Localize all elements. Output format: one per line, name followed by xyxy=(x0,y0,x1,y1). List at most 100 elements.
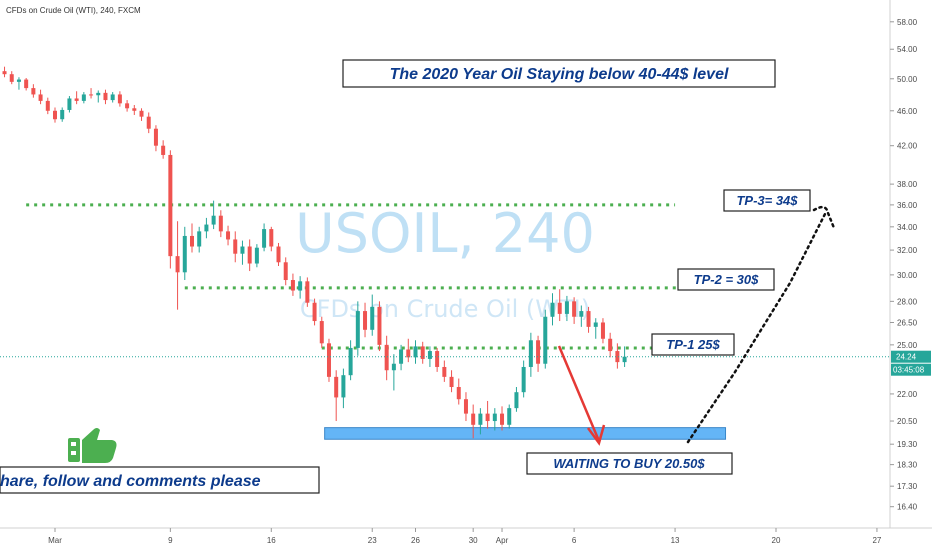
candle xyxy=(442,360,447,382)
candle xyxy=(254,244,259,268)
candle xyxy=(564,295,569,322)
candle-body xyxy=(485,413,490,422)
candle xyxy=(514,387,519,412)
candle-body xyxy=(276,246,281,263)
candle xyxy=(31,84,36,98)
candle xyxy=(608,332,613,358)
candle-body xyxy=(435,351,440,367)
tp3-text: TP-3= 34$ xyxy=(736,193,798,208)
time-tick-label: Apr xyxy=(496,536,509,545)
candle xyxy=(218,210,223,238)
candle xyxy=(60,107,65,122)
candle-body xyxy=(406,349,411,358)
candle xyxy=(45,97,50,115)
candle-body xyxy=(74,98,79,101)
candle xyxy=(226,225,231,246)
candle xyxy=(298,276,303,299)
candle-body xyxy=(132,108,137,111)
candle xyxy=(355,301,360,356)
candle-body xyxy=(161,145,166,155)
footer-cta-text: hare, follow and comments please xyxy=(0,473,261,490)
time-tick-label: 30 xyxy=(469,536,478,545)
price-tick-label: 32.00 xyxy=(897,246,918,255)
candle xyxy=(319,316,324,348)
candle xyxy=(485,400,490,429)
candle-body xyxy=(399,349,404,364)
candle xyxy=(2,66,7,78)
time-tick-label: 23 xyxy=(368,536,377,545)
candle-body xyxy=(110,94,115,101)
candle xyxy=(262,223,267,252)
time-tick-label: 16 xyxy=(267,536,276,545)
candle xyxy=(492,408,497,431)
candle-body xyxy=(31,88,36,95)
price-tick-label: 18.30 xyxy=(897,461,918,470)
buy-label-text: WAITING TO BUY 20.50$ xyxy=(553,456,705,471)
candle xyxy=(38,89,43,105)
candle-body xyxy=(211,215,216,225)
candle xyxy=(572,297,577,324)
projection-hook xyxy=(812,205,836,230)
candle-body xyxy=(254,247,259,264)
candle xyxy=(197,226,202,253)
candle xyxy=(478,408,483,435)
candles-layer xyxy=(2,66,627,439)
candle-body xyxy=(319,321,324,344)
candle-body xyxy=(89,94,94,96)
candle xyxy=(89,88,94,99)
headline-box: The 2020 Year Oil Staying below 40-44$ l… xyxy=(342,59,776,88)
time-tick-label: 26 xyxy=(411,536,420,545)
candle-body xyxy=(290,280,295,291)
buy-label-box: WAITING TO BUY 20.50$ xyxy=(526,452,733,475)
candle xyxy=(283,257,288,286)
candle xyxy=(16,77,21,90)
candle-body xyxy=(427,351,432,359)
candle-body xyxy=(514,392,519,409)
candle xyxy=(550,293,555,326)
candle-body xyxy=(449,376,454,388)
last-price-value: 24.24 xyxy=(896,353,917,362)
buy-zone-layer xyxy=(324,427,727,440)
down-arrow-shaft xyxy=(557,345,601,442)
candle-body xyxy=(507,408,512,425)
candle xyxy=(139,108,144,121)
candle-body xyxy=(60,109,65,120)
candle xyxy=(189,223,194,253)
candle-body xyxy=(182,235,187,273)
candle xyxy=(536,335,541,372)
candle xyxy=(81,92,86,104)
headline-text: The 2020 Year Oil Staying below 40-44$ l… xyxy=(390,66,729,83)
candle xyxy=(153,125,158,152)
candle-body xyxy=(168,154,173,257)
candle-body xyxy=(2,71,7,75)
candle-body xyxy=(377,306,382,345)
candle xyxy=(276,242,281,267)
projection-dotted-line xyxy=(686,210,828,444)
candle-body xyxy=(117,94,122,104)
candle xyxy=(67,96,72,113)
price-tick-label: 20.50 xyxy=(897,417,918,426)
candle-body xyxy=(622,356,627,363)
time-tick-label: 27 xyxy=(872,536,881,545)
tp3-box: TP-3= 34$ xyxy=(723,189,811,212)
candle-body xyxy=(226,231,231,240)
candle-body xyxy=(456,387,461,400)
price-tick-label: 46.00 xyxy=(897,107,918,116)
countdown-tag xyxy=(891,363,931,376)
footer-cta-box: hare, follow and comments please xyxy=(0,466,320,494)
price-tick-label: 54.00 xyxy=(897,45,918,54)
time-tick-label: 6 xyxy=(572,536,577,545)
down-arrow-head xyxy=(586,424,606,446)
candle-body xyxy=(103,92,108,101)
candle xyxy=(334,370,339,422)
candle-body xyxy=(615,351,620,363)
candle xyxy=(579,305,584,327)
candle-body xyxy=(420,346,425,359)
price-tick-label: 36.00 xyxy=(897,201,918,210)
candle xyxy=(615,343,620,369)
candle xyxy=(9,71,14,85)
candle-body xyxy=(463,399,468,414)
down-arrow xyxy=(557,345,606,446)
candle-body xyxy=(550,302,555,317)
